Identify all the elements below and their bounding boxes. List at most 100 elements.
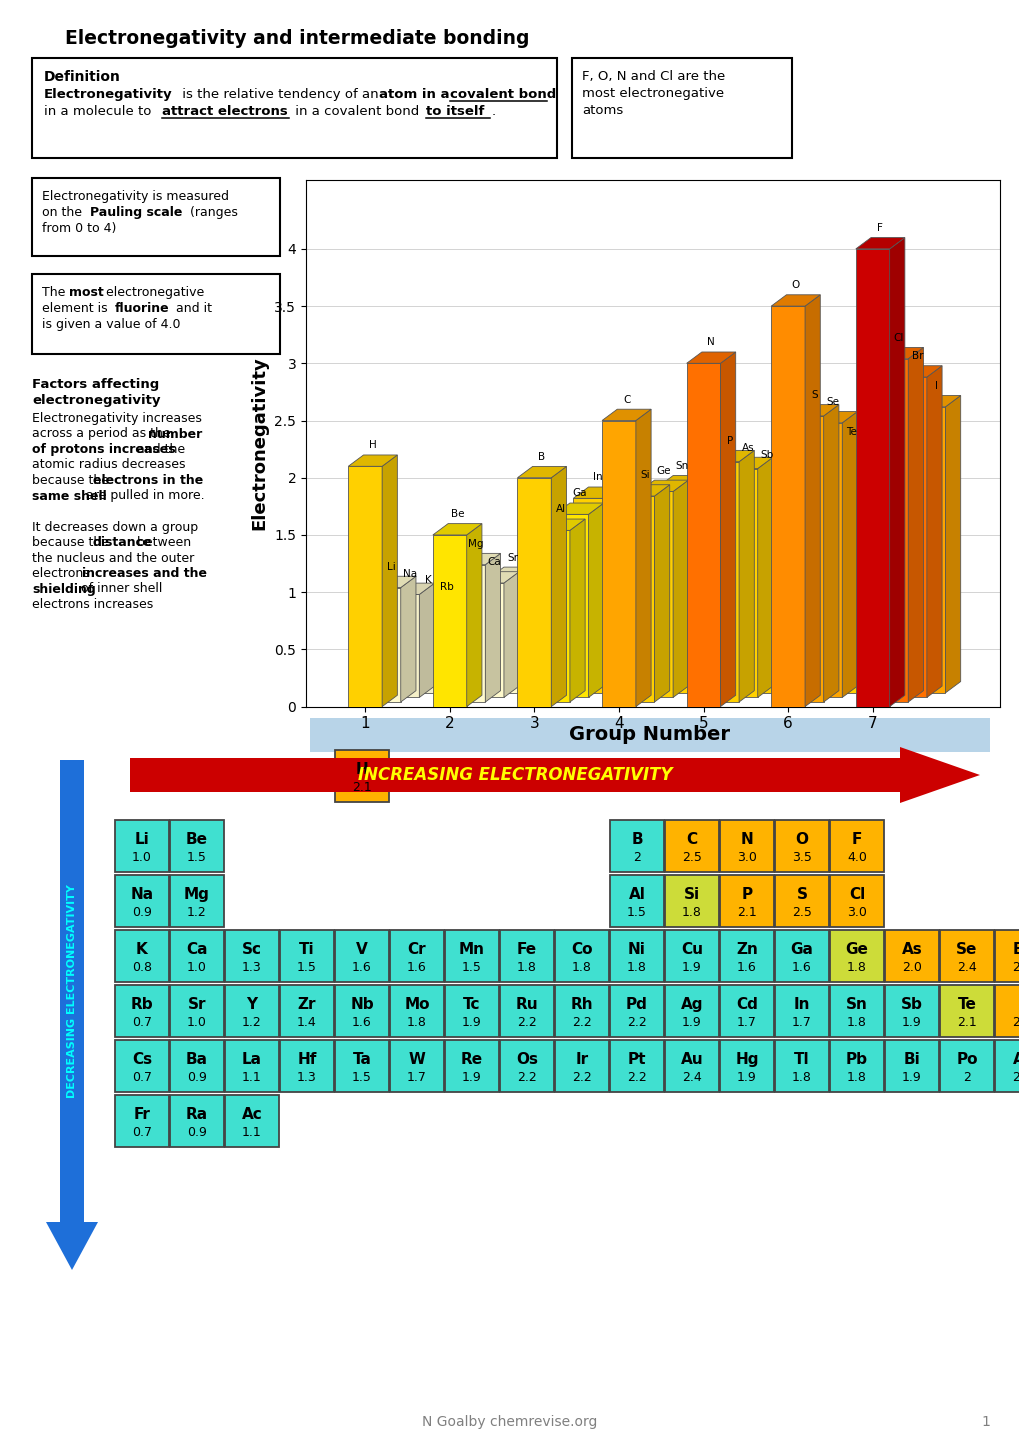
Text: Electronegativity is measured: Electronegativity is measured bbox=[42, 190, 229, 203]
Text: 2.5: 2.5 bbox=[682, 851, 701, 864]
Text: 1.9: 1.9 bbox=[682, 1017, 701, 1030]
Text: from 0 to 4): from 0 to 4) bbox=[42, 222, 116, 235]
Text: 2.5: 2.5 bbox=[1011, 1017, 1019, 1030]
Bar bbox=[432, 535, 467, 707]
Text: Fe: Fe bbox=[517, 942, 537, 956]
Text: Al: Al bbox=[628, 887, 645, 901]
Bar bbox=[554, 1040, 608, 1092]
Text: most: most bbox=[69, 286, 104, 298]
Text: Ni: Ni bbox=[628, 942, 645, 956]
Text: N: N bbox=[740, 832, 753, 846]
Text: same shell: same shell bbox=[32, 489, 107, 502]
Polygon shape bbox=[842, 411, 857, 698]
Text: 1.6: 1.6 bbox=[792, 962, 811, 975]
Text: element is: element is bbox=[42, 301, 111, 314]
Text: 1.2: 1.2 bbox=[186, 907, 207, 920]
Bar bbox=[225, 1094, 279, 1146]
Polygon shape bbox=[385, 583, 434, 594]
Text: Electronegativity and intermediate bonding: Electronegativity and intermediate bondi… bbox=[65, 29, 529, 48]
Polygon shape bbox=[367, 577, 416, 587]
Text: 1.7: 1.7 bbox=[792, 1017, 811, 1030]
Text: 1.3: 1.3 bbox=[297, 1071, 317, 1084]
Bar bbox=[334, 985, 388, 1037]
Text: 1.3: 1.3 bbox=[242, 962, 262, 975]
Bar bbox=[334, 930, 388, 982]
Bar bbox=[470, 583, 503, 698]
Text: Ru: Ru bbox=[516, 996, 538, 1012]
Text: 1.8: 1.8 bbox=[846, 1071, 866, 1084]
Bar bbox=[940, 985, 994, 1037]
Polygon shape bbox=[419, 583, 434, 698]
Text: 2.2: 2.2 bbox=[517, 1071, 536, 1084]
Bar bbox=[499, 1040, 553, 1092]
Polygon shape bbox=[451, 554, 500, 565]
Text: Factors affecting: Factors affecting bbox=[32, 378, 159, 391]
Bar bbox=[940, 1040, 994, 1092]
Text: in a molecule to: in a molecule to bbox=[44, 105, 156, 118]
Text: Os: Os bbox=[516, 1051, 537, 1067]
Text: is given a value of 4.0: is given a value of 4.0 bbox=[42, 319, 180, 332]
Polygon shape bbox=[654, 485, 669, 702]
Bar bbox=[609, 820, 663, 872]
Bar bbox=[115, 985, 169, 1037]
Bar bbox=[774, 930, 828, 982]
Text: Zr: Zr bbox=[298, 996, 316, 1012]
Text: 1.8: 1.8 bbox=[792, 1071, 811, 1084]
Text: Na: Na bbox=[130, 887, 154, 901]
Polygon shape bbox=[457, 597, 472, 688]
Text: K: K bbox=[425, 575, 432, 585]
Text: 0.9: 0.9 bbox=[186, 1126, 207, 1139]
Text: Ta: Ta bbox=[353, 1051, 371, 1067]
Polygon shape bbox=[789, 405, 838, 415]
Text: electrons increases: electrons increases bbox=[32, 598, 153, 611]
Text: Ca: Ca bbox=[186, 942, 208, 956]
Polygon shape bbox=[588, 503, 603, 698]
Bar bbox=[829, 930, 883, 982]
Text: 3.5: 3.5 bbox=[792, 851, 811, 864]
Text: between: between bbox=[132, 536, 191, 549]
Polygon shape bbox=[601, 410, 650, 421]
Bar bbox=[884, 930, 938, 982]
Text: 2.2: 2.2 bbox=[627, 1017, 646, 1030]
Text: 1.6: 1.6 bbox=[737, 962, 756, 975]
Text: 1.6: 1.6 bbox=[407, 962, 427, 975]
Bar bbox=[499, 985, 553, 1037]
Text: 1.5: 1.5 bbox=[352, 1071, 372, 1084]
Text: La: La bbox=[242, 1051, 262, 1067]
Text: F: F bbox=[876, 224, 882, 234]
Text: Si: Si bbox=[684, 887, 699, 901]
Text: atomic radius decreases: atomic radius decreases bbox=[32, 459, 185, 472]
Text: Ca: Ca bbox=[487, 557, 501, 567]
Polygon shape bbox=[673, 480, 688, 698]
Text: Ga: Ga bbox=[790, 942, 812, 956]
Bar bbox=[994, 985, 1019, 1037]
Polygon shape bbox=[536, 519, 585, 531]
Polygon shape bbox=[804, 294, 819, 707]
Bar bbox=[829, 985, 883, 1037]
Text: Sn: Sn bbox=[676, 461, 689, 472]
Text: In: In bbox=[793, 996, 809, 1012]
Text: Cs: Cs bbox=[131, 1051, 152, 1067]
Bar bbox=[404, 601, 437, 692]
Bar bbox=[422, 609, 457, 688]
Text: 1.9: 1.9 bbox=[901, 1017, 921, 1030]
Text: Hg: Hg bbox=[735, 1051, 758, 1067]
Text: Sb: Sb bbox=[900, 996, 922, 1012]
Text: because the: because the bbox=[32, 536, 113, 549]
Text: Nb: Nb bbox=[350, 996, 373, 1012]
Polygon shape bbox=[739, 450, 754, 702]
Bar bbox=[32, 274, 280, 353]
Bar bbox=[723, 469, 757, 698]
Bar bbox=[32, 58, 556, 159]
Text: Be: Be bbox=[450, 509, 464, 519]
Bar bbox=[719, 1040, 773, 1092]
Bar bbox=[573, 499, 606, 692]
Text: At: At bbox=[1012, 1051, 1019, 1067]
Bar bbox=[719, 985, 773, 1037]
Text: 1.2: 1.2 bbox=[242, 1017, 262, 1030]
Bar bbox=[609, 985, 663, 1037]
Polygon shape bbox=[757, 457, 772, 698]
Text: of protons increases: of protons increases bbox=[32, 443, 175, 456]
Text: Re: Re bbox=[461, 1051, 483, 1067]
Text: Po: Po bbox=[956, 1051, 977, 1067]
